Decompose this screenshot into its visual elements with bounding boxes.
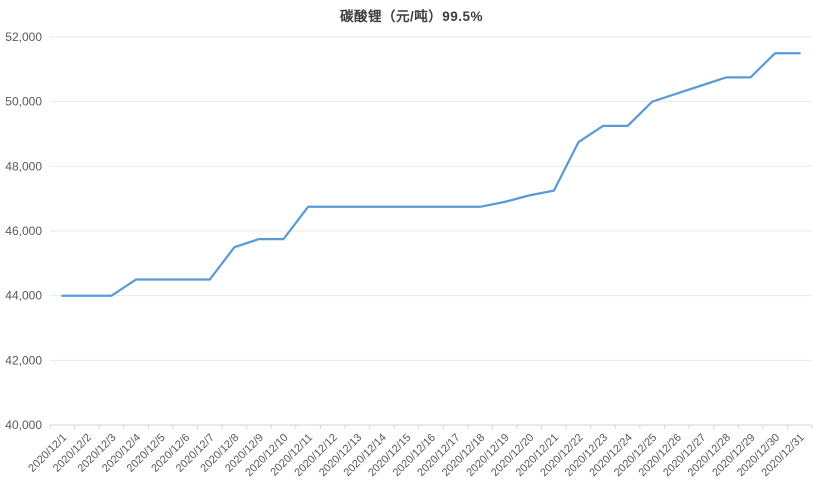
y-axis-tick-label: 46,000	[5, 224, 42, 238]
y-axis-tick-label: 40,000	[5, 418, 42, 432]
y-axis-tick-label: 42,000	[5, 353, 42, 367]
y-axis-tick-label: 50,000	[5, 95, 42, 109]
y-axis-tick-label: 48,000	[5, 159, 42, 173]
price-line-series	[61, 52, 801, 297]
chart-title: 碳酸锂（元/吨）99.5%	[339, 9, 484, 24]
y-axis-tick-label: 52,000	[5, 30, 42, 44]
y-axis-tick-label: 44,000	[5, 289, 42, 303]
